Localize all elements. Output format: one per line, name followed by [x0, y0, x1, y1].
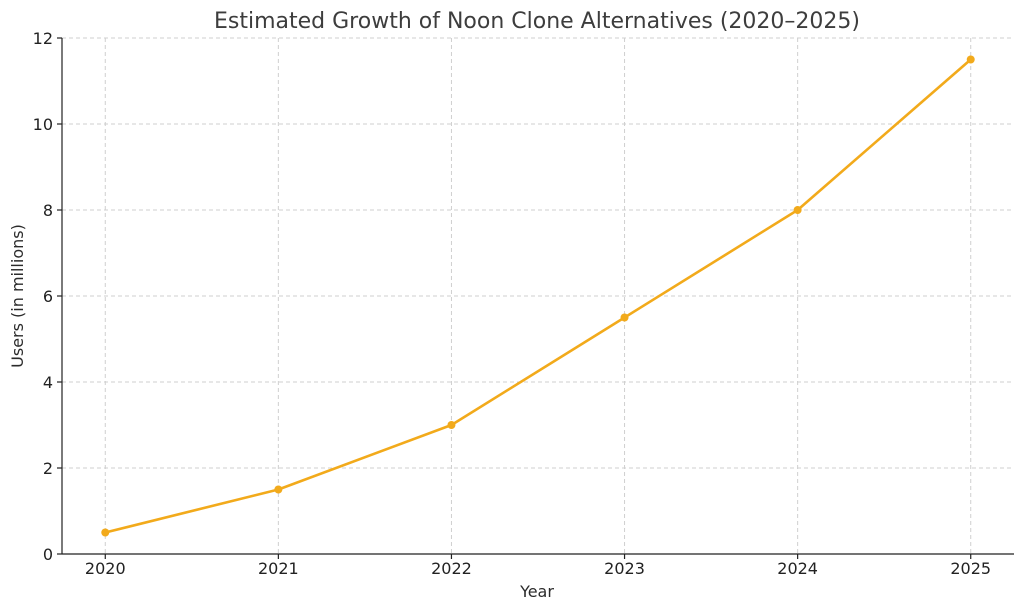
- x-tick-label-4: 2024: [777, 559, 818, 578]
- x-tick-label-0: 2020: [85, 559, 126, 578]
- y-tick-label-1: 2: [43, 459, 53, 478]
- y-tick-label-6: 12: [33, 29, 53, 48]
- y-tick-label-5: 10: [33, 115, 53, 134]
- y-tick-label-4: 8: [43, 201, 53, 220]
- data-point-2021: [274, 485, 283, 494]
- x-tick-label-3: 2023: [604, 559, 645, 578]
- y-tick-label-2: 4: [43, 373, 53, 392]
- data-point-2022: [447, 421, 456, 429]
- y-axis-label: Users (in millions): [8, 224, 27, 368]
- x-tick-label-5: 2025: [950, 559, 991, 578]
- series-line-0: [103, 58, 973, 534]
- grid: [62, 37, 1014, 555]
- y-tick-label-0: 0: [43, 545, 53, 564]
- chart-title: Estimated Growth of Noon Clone Alternati…: [214, 9, 860, 34]
- x-axis-label: Year: [519, 582, 554, 601]
- y-axis-ticks: 0 2 4 6 8 10 12: [33, 29, 62, 564]
- data-point-2024: [793, 206, 802, 214]
- x-axis-ticks: 2020 2021 2022 2023 2024 2025: [85, 554, 991, 578]
- data-series: [101, 55, 975, 537]
- data-point-2023: [620, 313, 629, 322]
- y-tick-label-3: 6: [43, 287, 53, 306]
- x-tick-label-2: 2022: [431, 559, 472, 578]
- x-tick-label-1: 2021: [258, 559, 299, 578]
- data-point-2025: [966, 55, 975, 64]
- data-point-2020: [101, 528, 110, 537]
